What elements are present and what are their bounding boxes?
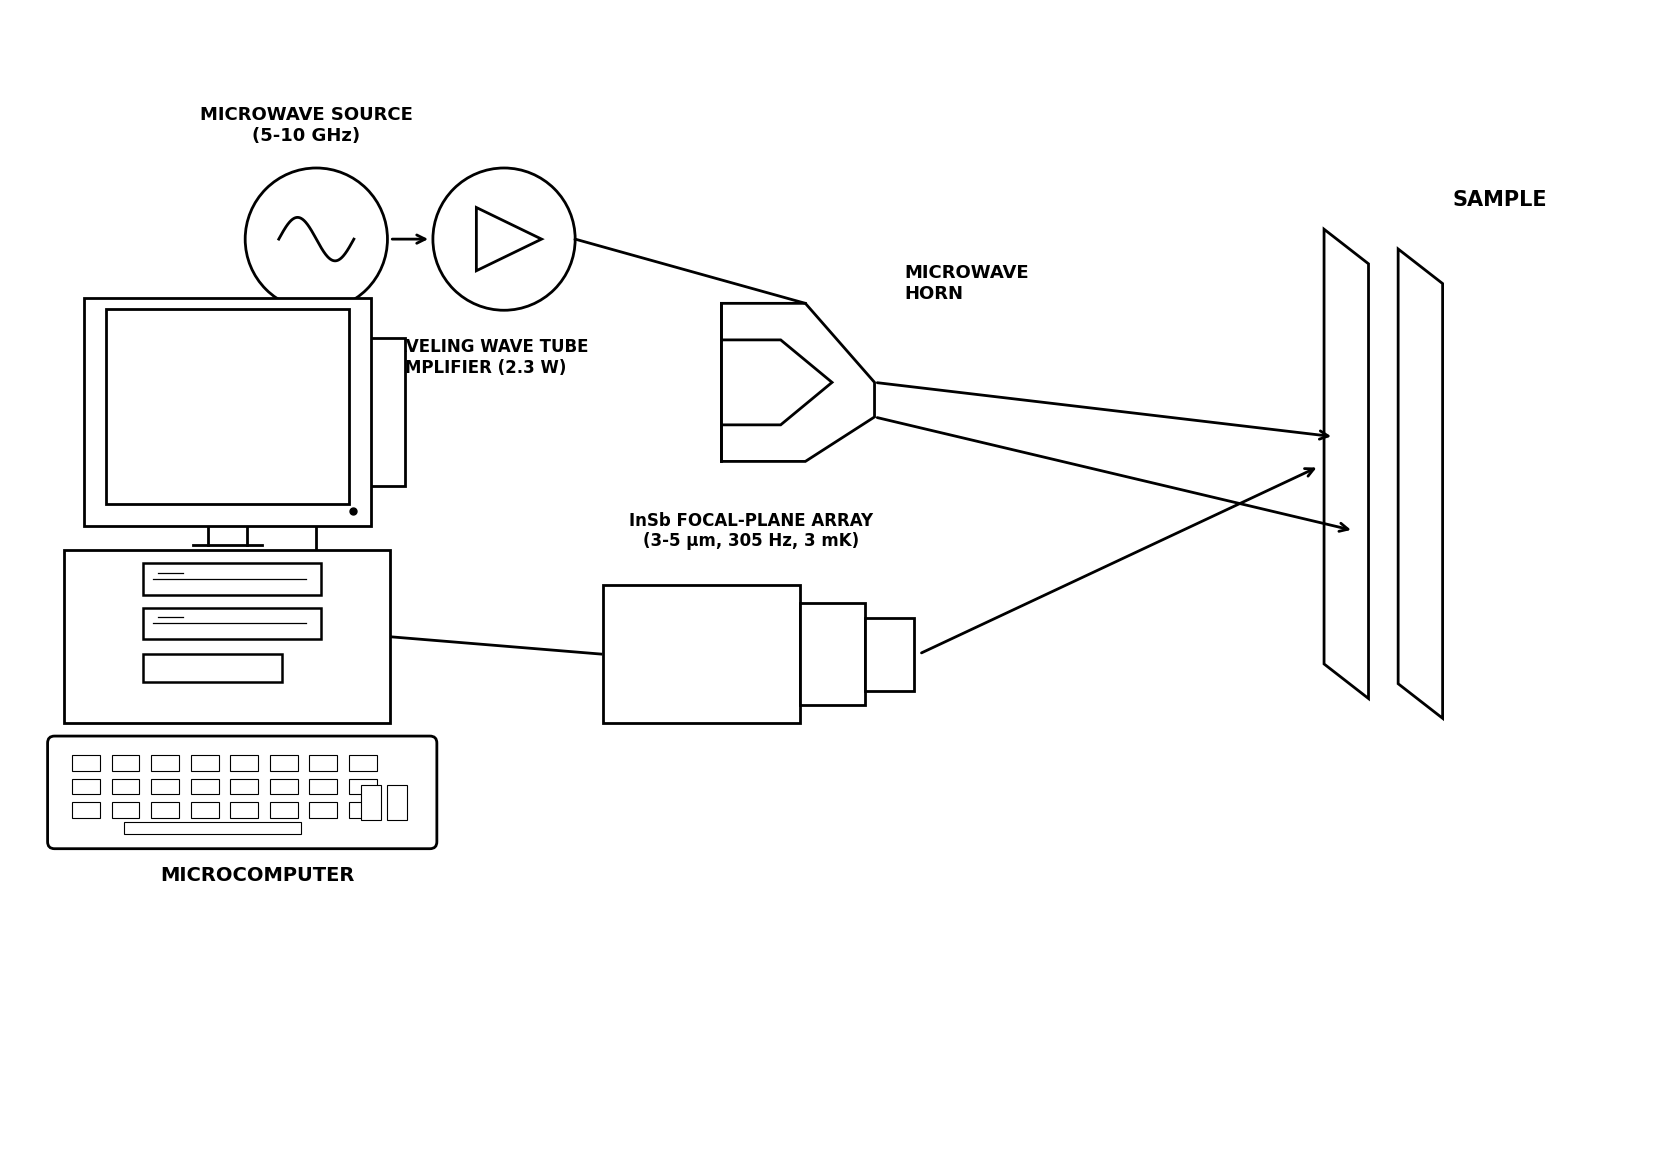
Text: InSb FOCAL-PLANE ARRAY
(3-5 μm, 305 Hz, 3 mK): InSb FOCAL-PLANE ARRAY (3-5 μm, 305 Hz, … bbox=[628, 512, 872, 550]
Bar bbox=[309, 778, 338, 795]
Text: MICROWAVE
HORN: MICROWAVE HORN bbox=[904, 264, 1029, 303]
Bar bbox=[190, 803, 219, 818]
Bar bbox=[271, 778, 297, 795]
Bar bbox=[309, 803, 338, 818]
Bar bbox=[84, 298, 371, 526]
Bar bbox=[144, 654, 282, 681]
Bar bbox=[603, 584, 800, 723]
Bar bbox=[231, 755, 257, 770]
Bar bbox=[190, 755, 219, 770]
Bar bbox=[65, 550, 391, 723]
Bar bbox=[112, 755, 139, 770]
Bar bbox=[231, 803, 257, 818]
Bar bbox=[105, 310, 349, 504]
Bar bbox=[190, 778, 219, 795]
Bar bbox=[227, 338, 406, 486]
Text: TRAVELING WAVE TUBE
AMPLIFIER (2.3 W): TRAVELING WAVE TUBE AMPLIFIER (2.3 W) bbox=[369, 338, 588, 377]
Bar bbox=[72, 755, 100, 770]
Bar bbox=[388, 785, 408, 820]
Bar bbox=[271, 755, 297, 770]
Bar bbox=[72, 803, 100, 818]
Bar bbox=[864, 618, 914, 691]
Bar bbox=[231, 778, 257, 795]
Bar bbox=[349, 755, 376, 770]
Bar bbox=[124, 822, 301, 834]
Bar bbox=[349, 778, 376, 795]
Text: SAMPLE: SAMPLE bbox=[1452, 189, 1547, 209]
FancyBboxPatch shape bbox=[47, 736, 436, 849]
Bar bbox=[152, 803, 179, 818]
Text: TIMING
CIRCUIT: TIMING CIRCUIT bbox=[276, 393, 356, 432]
Bar bbox=[271, 803, 297, 818]
Text: MICROCOMPUTER: MICROCOMPUTER bbox=[160, 866, 354, 886]
Bar bbox=[144, 564, 321, 595]
Bar bbox=[72, 778, 100, 795]
Bar bbox=[112, 803, 139, 818]
Bar bbox=[800, 603, 864, 706]
Bar bbox=[144, 608, 321, 639]
Bar bbox=[112, 778, 139, 795]
Text: MICROWAVE SOURCE
(5-10 GHz): MICROWAVE SOURCE (5-10 GHz) bbox=[201, 106, 413, 146]
Bar bbox=[309, 755, 338, 770]
Bar bbox=[361, 785, 381, 820]
Bar bbox=[152, 778, 179, 795]
Bar bbox=[152, 755, 179, 770]
Bar bbox=[349, 803, 376, 818]
